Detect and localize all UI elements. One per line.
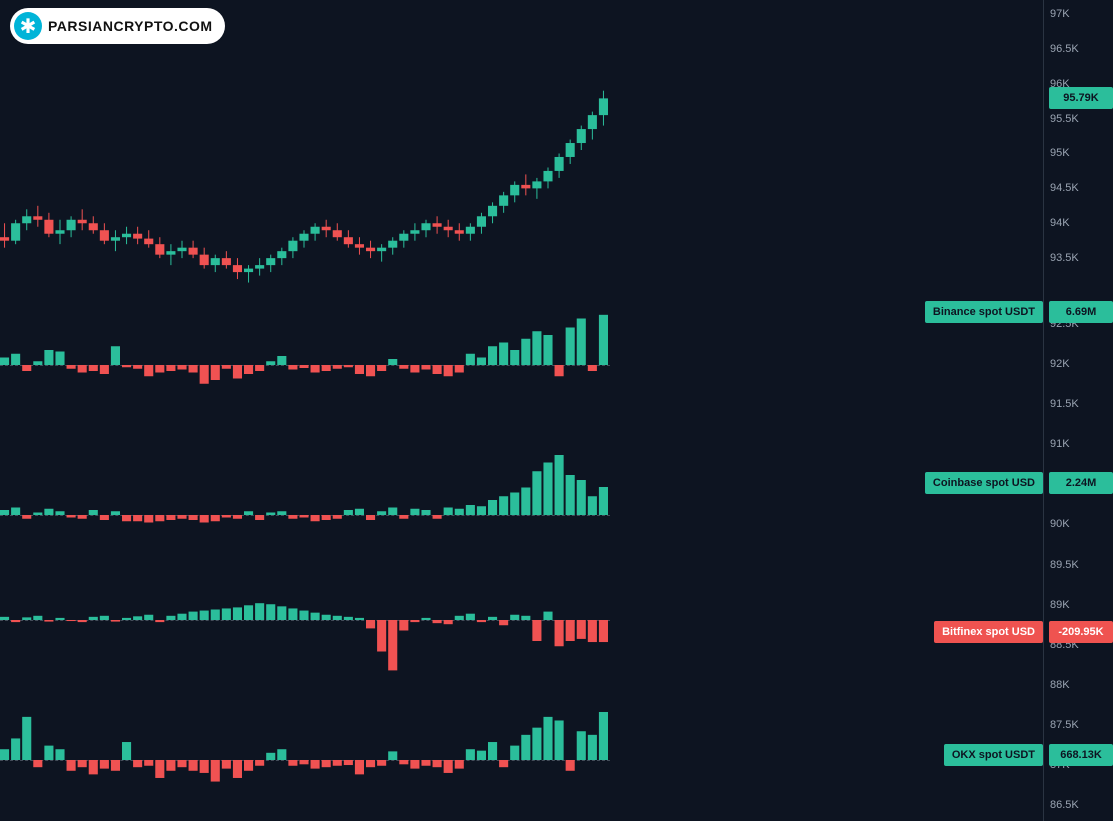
axis-tick: 91K: [1044, 438, 1113, 450]
volume-panel-okx[interactable]: [0, 680, 1043, 810]
axis-tick: 95K: [1044, 147, 1113, 159]
chart-area[interactable]: [0, 0, 1043, 821]
axis-tick: 93.5K: [1044, 252, 1113, 264]
volume-panel-binance[interactable]: [0, 300, 1043, 420]
axis-tick: 95.5K: [1044, 113, 1113, 125]
axis-tick: 88K: [1044, 679, 1113, 691]
series-value-binance: 6.69M: [1049, 301, 1113, 323]
axis-tick: 94K: [1044, 217, 1113, 229]
axis-tick: 87.5K: [1044, 719, 1113, 731]
series-value-okx: 668.13K: [1049, 744, 1113, 766]
axis-tick: 91.5K: [1044, 398, 1113, 410]
watermark-icon: ✱: [14, 12, 42, 40]
volume-panel-bitfinex[interactable]: [0, 560, 1043, 680]
series-label-okx: OKX spot USDT: [944, 744, 1043, 766]
watermark-badge: ✱ PARSIANCRYPTO.COM: [10, 8, 225, 44]
current-price-badge: 95.79K: [1049, 87, 1113, 109]
series-label-coinbase: Coinbase spot USD: [925, 472, 1043, 494]
axis-tick: 90K: [1044, 518, 1113, 530]
axis-tick: 94.5K: [1044, 182, 1113, 194]
series-label-bitfinex: Bitfinex spot USD: [934, 621, 1043, 643]
axis-tick: 97K: [1044, 8, 1113, 20]
axis-tick: 89K: [1044, 599, 1113, 611]
series-value-coinbase: 2.24M: [1049, 472, 1113, 494]
series-value-bitfinex: -209.95K: [1049, 621, 1113, 643]
candlestick-chart[interactable]: [0, 0, 610, 300]
axis-tick: 92K: [1044, 358, 1113, 370]
axis-tick: 96.5K: [1044, 43, 1113, 55]
volume-panel-coinbase[interactable]: [0, 420, 1043, 560]
price-axis[interactable]: 97K96.5K96K95.5K95K94.5K94K93.5K95.79K92…: [1043, 0, 1113, 821]
watermark-text: PARSIANCRYPTO.COM: [48, 18, 213, 34]
axis-tick: 86.5K: [1044, 799, 1113, 811]
series-label-binance: Binance spot USDT: [925, 301, 1043, 323]
axis-tick: 89.5K: [1044, 559, 1113, 571]
